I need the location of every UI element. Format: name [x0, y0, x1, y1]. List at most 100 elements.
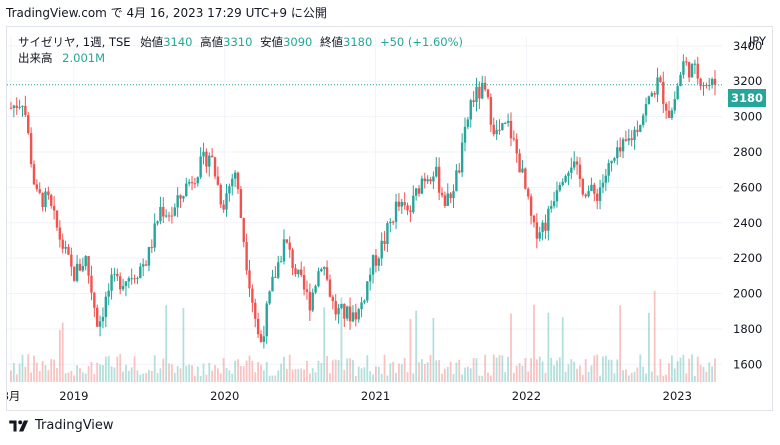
candle-body	[176, 195, 179, 208]
candle-body	[690, 64, 694, 78]
candle-body	[61, 239, 64, 249]
candle-body	[345, 306, 349, 319]
volume-bar	[156, 373, 159, 382]
candle-body	[153, 223, 156, 248]
volume-bar	[116, 356, 119, 382]
volume-bar	[688, 358, 691, 382]
candle-body	[693, 63, 697, 65]
volume-bar	[579, 365, 581, 382]
candle-body	[113, 273, 116, 275]
volume-bar	[130, 367, 133, 382]
candle-body	[190, 182, 194, 184]
volume-bar	[610, 359, 613, 382]
candle-body	[710, 78, 714, 85]
legend-high-label: 高値	[200, 35, 224, 49]
candle-body	[18, 106, 21, 108]
candle-body	[357, 309, 360, 320]
candle-body	[121, 286, 125, 290]
volume-bar	[288, 354, 291, 382]
candle-body	[242, 217, 245, 242]
candle-body	[621, 139, 625, 152]
candle-body	[676, 86, 679, 100]
candle-body	[371, 255, 375, 275]
volume-bar	[81, 372, 84, 382]
volume-bar	[225, 368, 228, 382]
candle-body	[354, 312, 358, 320]
legend-symbol[interactable]: サイゼリヤ, 1週, TSE	[18, 35, 131, 49]
candle-body	[616, 147, 619, 159]
footer-brand[interactable]: TradingView	[8, 418, 114, 433]
volume-bar	[334, 359, 337, 382]
candle-body	[285, 239, 289, 243]
volume-bar	[403, 357, 406, 382]
volume-bar	[191, 365, 193, 382]
candle-body	[363, 300, 366, 303]
candle-body	[558, 184, 562, 191]
volume-bar	[604, 355, 607, 382]
candle-body	[403, 202, 406, 206]
candle-body	[182, 196, 185, 199]
candle-body	[193, 183, 197, 185]
candle-body	[610, 160, 613, 164]
volume-bar	[642, 366, 645, 382]
candle-body	[713, 78, 717, 85]
volume-bar	[67, 372, 70, 382]
volume-bar	[602, 356, 604, 382]
candle-body	[84, 256, 87, 267]
candle-body	[475, 86, 478, 102]
candle-body	[124, 281, 128, 287]
volume-bar	[306, 360, 308, 382]
volume-bar	[547, 312, 550, 382]
volume-bar	[257, 362, 260, 382]
volume-bar	[70, 370, 73, 382]
candle-body	[506, 120, 510, 123]
chart-legend: サイゼリヤ, 1週, TSE 始値3140 高値3310 安値3090 終値31…	[18, 34, 467, 66]
candle-body	[147, 247, 151, 266]
published-caption: TradingView.com で 4月 16, 2023 17:29 UTC+…	[6, 6, 327, 20]
candle-body	[383, 240, 386, 245]
candle-body	[391, 221, 395, 223]
volume-bar	[44, 365, 47, 382]
candle-body	[236, 172, 240, 190]
candle-body	[118, 276, 122, 290]
volume-bar	[211, 370, 214, 382]
volume-bar	[205, 374, 208, 382]
candle-body	[538, 232, 541, 239]
volume-bar	[110, 366, 113, 382]
volume-bar	[10, 370, 12, 382]
candle-body	[417, 188, 421, 194]
volume-bar	[119, 354, 122, 382]
candle-body	[607, 163, 610, 176]
candle-body	[618, 147, 622, 152]
candle-body	[317, 271, 320, 287]
legend-change-value: +50 (+1.60%)	[379, 35, 464, 49]
volume-bar	[415, 310, 418, 382]
y-tick-label: 1800	[733, 322, 762, 336]
chart-pane[interactable]: 1600 1800 2000 2200 2400 2600 2800 3000 3200 3400…	[6, 26, 773, 411]
volume-bar	[567, 364, 570, 382]
volume-bar	[33, 355, 35, 382]
candle-body	[587, 191, 590, 197]
volume-bar	[443, 368, 446, 382]
candle-body	[682, 61, 685, 75]
candle-body	[673, 99, 676, 111]
volume-bar	[613, 373, 616, 382]
volume-bar	[714, 358, 716, 382]
candle-body	[282, 239, 286, 262]
price-chart-svg[interactable]: 1600 1800 2000 2200 2400 2600 2800 3000 3200 3400…	[7, 27, 772, 410]
volume-bar	[182, 308, 185, 382]
candle-body	[219, 184, 222, 205]
candle-body	[636, 129, 639, 132]
x-tick-label: 2020	[210, 389, 239, 403]
candle-body	[458, 170, 461, 173]
volume-bar	[84, 373, 87, 382]
volume-bar	[668, 363, 670, 382]
candle-body	[593, 184, 596, 194]
volume-bar	[168, 363, 170, 382]
candle-body	[670, 110, 674, 118]
volume-bar	[331, 360, 334, 382]
y-tick-label: 2800	[733, 145, 762, 159]
volume-bar	[639, 354, 642, 382]
legend-high-value: 3310	[223, 35, 253, 49]
volume-bar	[283, 356, 285, 382]
